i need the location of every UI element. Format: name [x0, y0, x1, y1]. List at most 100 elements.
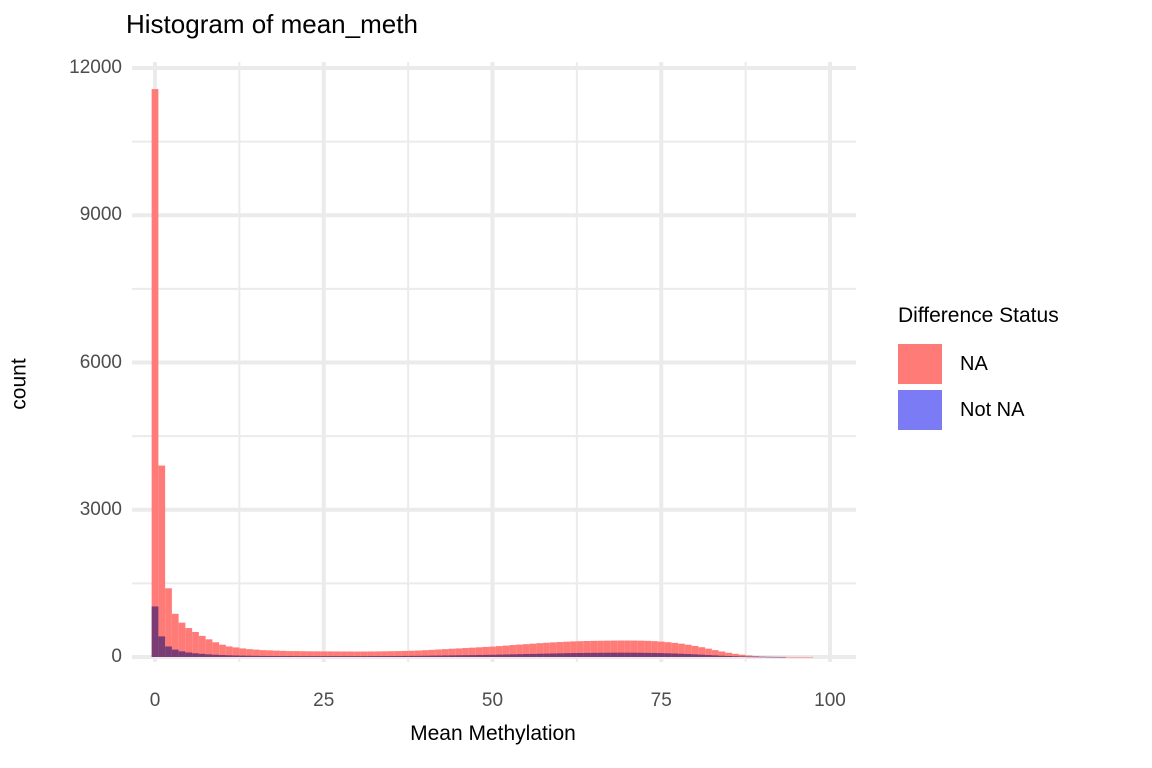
- legend-item-not-na[interactable]: Not NA: [898, 387, 1059, 433]
- histogram-bar: [158, 636, 166, 657]
- histogram-bar: [698, 654, 706, 657]
- legend-item-na[interactable]: NA: [898, 341, 1059, 387]
- histogram-bar: [657, 641, 665, 657]
- histogram-bar: [718, 655, 726, 657]
- histogram-bar: [563, 641, 571, 657]
- histogram-bar: [252, 655, 260, 657]
- histogram-bar: [178, 651, 186, 657]
- histogram-bar: [306, 651, 314, 657]
- histogram-bar: [381, 651, 388, 657]
- histogram-bar: [597, 640, 604, 657]
- histogram-bar: [381, 656, 388, 657]
- histogram-bar: [489, 646, 496, 657]
- histogram-bar: [225, 655, 233, 657]
- plot-area-svg: [132, 62, 856, 662]
- histogram-bar: [583, 641, 591, 657]
- histogram-bar: [509, 645, 517, 657]
- histogram-bar: [387, 651, 395, 657]
- histogram-bar: [408, 655, 415, 657]
- histogram-bar: [354, 651, 361, 657]
- histogram-bar: [219, 644, 226, 657]
- histogram-bar: [333, 651, 341, 657]
- histogram-bar: [212, 642, 220, 657]
- y-tick-label: 3000: [79, 498, 122, 520]
- histogram-bar: [171, 649, 179, 657]
- histogram-bar: [246, 655, 253, 657]
- histogram-bar: [644, 652, 652, 657]
- histogram-bar: [448, 648, 456, 657]
- histogram-bar: [549, 653, 557, 657]
- y-tick-label: 0: [111, 646, 122, 667]
- histogram-bar: [462, 648, 469, 657]
- histogram-bar: [516, 644, 523, 657]
- histogram-bar: [320, 656, 328, 657]
- histogram-bar: [428, 655, 436, 657]
- histogram-bar: [178, 622, 186, 657]
- histogram-bar: [759, 656, 766, 658]
- histogram-bar: [151, 89, 159, 658]
- histogram-bar: [340, 651, 348, 657]
- y-tick-label: 6000: [79, 351, 122, 373]
- histogram-bar: [158, 465, 166, 657]
- histogram-bar: [435, 649, 442, 657]
- histogram-bar: [185, 628, 193, 657]
- histogram-bar: [752, 656, 760, 658]
- histogram-bar: [455, 648, 463, 657]
- histogram-bar: [536, 653, 544, 657]
- histogram-bar: [651, 652, 658, 657]
- histogram-bar: [576, 641, 584, 657]
- histogram-bar: [327, 651, 334, 657]
- histogram-bar: [664, 642, 672, 657]
- histogram-bar: [320, 651, 328, 657]
- histogram-bar: [570, 641, 577, 657]
- histogram-bar: [266, 650, 274, 657]
- histogram-bar: [347, 651, 355, 657]
- histogram-bar: [529, 653, 537, 657]
- histogram-bar: [462, 655, 469, 657]
- histogram-bar: [225, 646, 233, 657]
- histogram-bar: [671, 642, 679, 657]
- histogram-bar: [306, 656, 314, 657]
- histogram-bar: [387, 656, 395, 657]
- histogram-bar: [171, 613, 179, 657]
- histogram-bar: [151, 606, 159, 657]
- histogram-bar: [279, 650, 287, 657]
- histogram-bar: [509, 654, 517, 657]
- histogram-bar: [576, 652, 584, 657]
- histogram-bar: [684, 644, 692, 657]
- histogram-bar: [725, 652, 733, 657]
- histogram-bar: [536, 643, 544, 657]
- histogram-bar: [367, 651, 375, 657]
- histogram-bar: [691, 654, 699, 657]
- histogram-bar: [300, 656, 307, 657]
- histogram-bar: [293, 656, 301, 657]
- histogram-bar: [205, 654, 213, 657]
- legend-items: NA Not NA: [898, 341, 1059, 433]
- histogram-bar: [799, 656, 807, 658]
- histogram-bar: [502, 654, 510, 657]
- histogram-bar: [232, 647, 240, 657]
- histogram-bar: [246, 649, 253, 657]
- histogram-bar: [759, 656, 766, 657]
- histogram-bar: [408, 650, 415, 657]
- histogram-bar: [549, 642, 557, 657]
- histogram-bar: [522, 644, 530, 657]
- histogram-bar: [300, 651, 307, 657]
- histogram-bar: [192, 653, 199, 657]
- histogram-bar: [624, 640, 631, 657]
- histogram-bar: [482, 654, 490, 657]
- histogram-bar: [239, 648, 247, 657]
- histogram-bar: [617, 652, 625, 657]
- histogram-bar: [745, 656, 753, 658]
- histogram-bar: [212, 654, 220, 657]
- histogram-bar: [583, 652, 591, 657]
- histogram-bar: [637, 652, 645, 657]
- histogram-bar: [367, 656, 375, 657]
- histogram-bar: [786, 656, 793, 658]
- histogram-bar: [529, 643, 537, 657]
- histogram-bar: [516, 654, 523, 657]
- gridlines: [132, 62, 856, 662]
- histogram-bar: [259, 650, 267, 657]
- histogram-bar: [684, 654, 692, 657]
- histogram-bar: [630, 652, 638, 657]
